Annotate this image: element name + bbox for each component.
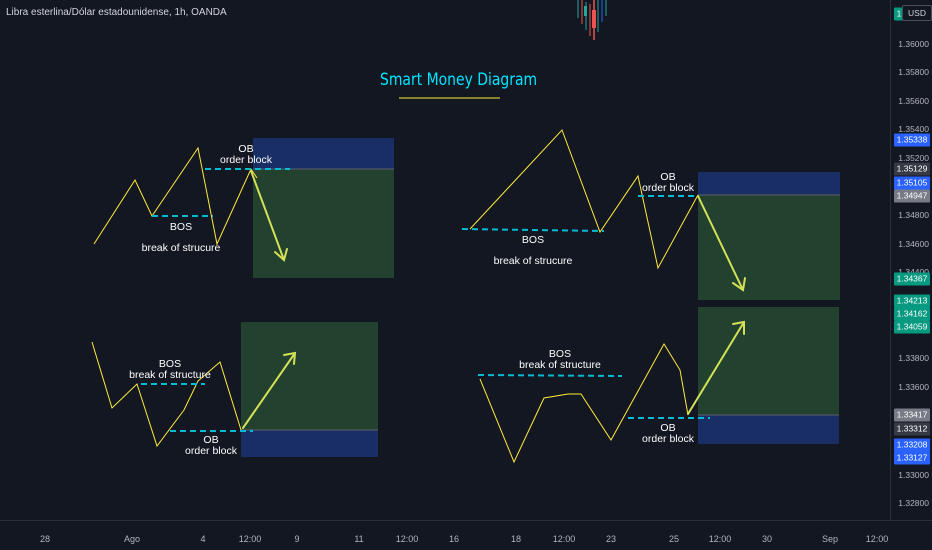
price-tag[interactable]: 1.34162 <box>894 307 930 321</box>
arrow-down-2[interactable] <box>697 195 746 292</box>
bos-line-4[interactable] <box>477 374 623 377</box>
arrow-up-3[interactable] <box>242 351 297 429</box>
price-path-3[interactable] <box>91 341 242 448</box>
ob-text: OB <box>660 422 676 434</box>
bos-label-3[interactable]: BOS break of structure <box>129 359 211 381</box>
price-tag[interactable]: 1.34059 <box>894 320 930 334</box>
bos-text: BOS <box>158 358 182 370</box>
bos-line-2[interactable] <box>461 228 605 232</box>
time-label: 12:00 <box>552 534 576 544</box>
time-axis[interactable]: 28 Ago 4 12:00 9 11 12:00 16 18 12:00 23… <box>0 520 932 550</box>
price-label: 1.35600 <box>898 96 929 106</box>
time-label: 12:00 <box>708 534 732 544</box>
price-label: 1.34400 <box>898 267 929 277</box>
price-tag[interactable]: 1.33312 <box>894 422 930 436</box>
break-label-1[interactable]: break of strucure <box>141 242 221 254</box>
diagram-title[interactable]: Smart Money Diagram <box>380 70 538 90</box>
time-label: Ago <box>123 534 141 544</box>
price-label: 1.34600 <box>898 239 929 249</box>
order-block-text: order block <box>220 154 272 166</box>
price-tag[interactable]: 1.34947 <box>894 189 930 203</box>
price-label: 1.36000 <box>898 39 929 49</box>
bos-text: BOS <box>548 348 572 360</box>
price-label: 1.33000 <box>898 470 929 480</box>
price-label: 1.35800 <box>898 67 929 77</box>
break-text: break of structure <box>519 359 601 371</box>
bos-label-1[interactable]: BOS <box>169 221 193 233</box>
chart-pane[interactable]: Libra esterlina/Dólar estadounidense, 1h… <box>0 0 890 520</box>
price-tag[interactable]: 1.34213 <box>894 294 930 308</box>
ob-label-4[interactable]: OB order block <box>642 423 694 445</box>
break-text: break of structure <box>129 369 211 381</box>
time-label: 16 <box>448 534 460 544</box>
currency-button[interactable]: USD <box>902 5 932 21</box>
price-tag[interactable]: 1.34367 <box>894 272 930 286</box>
time-label: 12:00 <box>395 534 419 544</box>
price-tag[interactable]: 1.33417 <box>894 408 930 422</box>
break-label-2[interactable]: break of strucure <box>493 255 573 267</box>
time-label: 12:00 <box>865 534 889 544</box>
price-label: 1.34800 <box>898 210 929 220</box>
time-label: 23 <box>605 534 617 544</box>
price-tag[interactable]: 1.35105 <box>894 176 930 190</box>
time-label: 28 <box>39 534 51 544</box>
price-path-4[interactable] <box>479 343 689 464</box>
time-label: Sep <box>821 534 839 544</box>
ob-label-2[interactable]: OB order block <box>642 172 694 194</box>
time-label: 9 <box>294 534 300 544</box>
order-block-text: order block <box>185 445 237 457</box>
drawing-canvas[interactable] <box>0 0 890 520</box>
ob-zone-3[interactable] <box>241 430 378 457</box>
ob-zone-2[interactable] <box>698 172 840 195</box>
ob-label-3[interactable]: OB order block <box>185 435 237 457</box>
price-label: 1.33600 <box>898 382 929 392</box>
bos-label-2[interactable]: BOS <box>521 234 545 246</box>
green-zone-4[interactable] <box>698 307 839 415</box>
ob-zone-4[interactable] <box>698 415 839 444</box>
time-label: 18 <box>510 534 522 544</box>
time-label: 4 <box>200 534 206 544</box>
price-axis[interactable]: 1.36000 1.35800 1.35600 1.35400 1.35200 … <box>890 0 932 520</box>
ob-text: OB <box>238 143 254 155</box>
green-zone-2[interactable] <box>698 195 840 300</box>
price-tag[interactable]: 1.33208 <box>894 438 930 452</box>
price-label: 1.32800 <box>898 498 929 508</box>
price-tag[interactable]: 1.35129 <box>894 162 930 176</box>
time-label: 30 <box>761 534 773 544</box>
price-label: 1.35400 <box>898 124 929 134</box>
order-block-text: order block <box>642 182 694 194</box>
ob-label-1[interactable]: OB order block <box>220 144 272 166</box>
time-label: 12:00 <box>238 534 262 544</box>
arrow-down-1[interactable] <box>250 170 288 262</box>
time-label: 11 <box>354 534 364 544</box>
mini-candles <box>577 0 607 40</box>
ob-text: OB <box>660 171 676 183</box>
green-zone-3[interactable] <box>241 322 378 430</box>
order-block-text: order block <box>642 433 694 445</box>
green-zone-1[interactable] <box>253 169 394 278</box>
price-label: 1.33800 <box>898 353 929 363</box>
price-tag[interactable]: 1.33127 <box>894 451 930 465</box>
symbol-description[interactable]: Libra esterlina/Dólar estadounidense, 1h… <box>6 7 227 18</box>
price-label: 1.35200 <box>898 153 929 163</box>
bos-label-4[interactable]: BOS break of structure <box>519 349 601 371</box>
price-path-2[interactable] <box>469 129 699 270</box>
time-label: 25 <box>668 534 680 544</box>
price-tag[interactable]: 1.35338 <box>894 133 930 147</box>
arrow-up-4[interactable] <box>687 320 745 415</box>
ob-zone-1[interactable] <box>253 138 394 169</box>
ob-text: OB <box>203 434 219 446</box>
